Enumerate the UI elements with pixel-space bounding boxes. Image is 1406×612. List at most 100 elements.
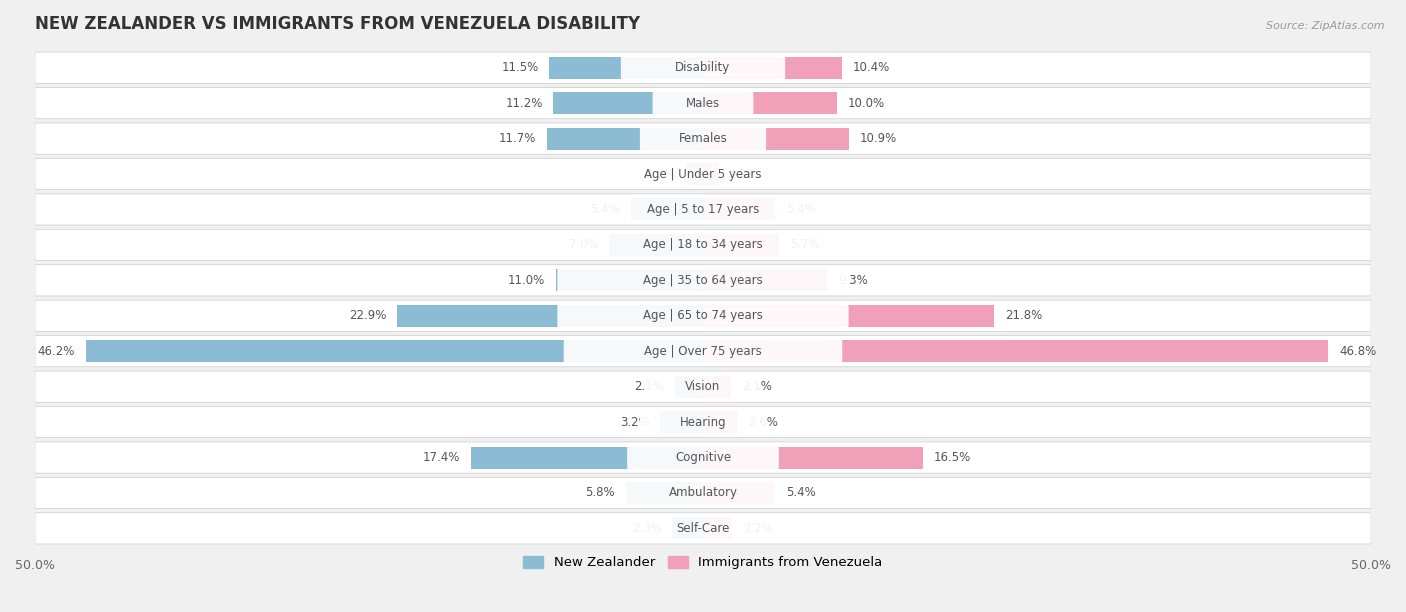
Text: 16.5%: 16.5%	[934, 451, 972, 464]
FancyBboxPatch shape	[621, 479, 785, 507]
Bar	[703, 482, 775, 504]
FancyBboxPatch shape	[640, 408, 766, 436]
FancyBboxPatch shape	[35, 300, 1371, 331]
Text: 10.4%: 10.4%	[852, 61, 890, 74]
Text: Age | 35 to 64 years: Age | 35 to 64 years	[643, 274, 763, 287]
Text: 5.4%: 5.4%	[786, 487, 815, 499]
Text: 10.9%: 10.9%	[859, 132, 897, 145]
Text: 1.2%: 1.2%	[647, 168, 676, 181]
FancyBboxPatch shape	[35, 513, 1371, 544]
Text: Age | Under 5 years: Age | Under 5 years	[644, 168, 762, 181]
Text: 7.0%: 7.0%	[569, 239, 599, 252]
FancyBboxPatch shape	[35, 371, 1371, 402]
Text: Age | 5 to 17 years: Age | 5 to 17 years	[647, 203, 759, 216]
Text: 1.2%: 1.2%	[730, 168, 759, 181]
Text: 5.8%: 5.8%	[585, 487, 614, 499]
Text: Females: Females	[679, 132, 727, 145]
Bar	[609, 234, 703, 256]
FancyBboxPatch shape	[35, 123, 1371, 154]
Bar	[631, 198, 703, 220]
Bar	[703, 57, 842, 79]
Text: 17.4%: 17.4%	[422, 451, 460, 464]
Text: Age | Over 75 years: Age | Over 75 years	[644, 345, 762, 357]
Text: 10.0%: 10.0%	[848, 97, 884, 110]
Text: 3.2%: 3.2%	[620, 416, 650, 428]
Bar	[626, 482, 703, 504]
Text: 11.7%: 11.7%	[499, 132, 536, 145]
FancyBboxPatch shape	[652, 89, 754, 117]
FancyBboxPatch shape	[557, 267, 849, 294]
FancyBboxPatch shape	[621, 54, 785, 81]
FancyBboxPatch shape	[35, 52, 1371, 83]
FancyBboxPatch shape	[35, 194, 1371, 225]
Bar	[547, 127, 703, 149]
FancyBboxPatch shape	[35, 159, 1371, 190]
Text: 2.1%: 2.1%	[742, 380, 772, 393]
Text: Disability: Disability	[675, 61, 731, 74]
FancyBboxPatch shape	[647, 373, 759, 400]
Text: 11.5%: 11.5%	[502, 61, 538, 74]
Text: 5.4%: 5.4%	[591, 203, 620, 216]
Text: Self-Care: Self-Care	[676, 522, 730, 535]
Text: Age | 65 to 74 years: Age | 65 to 74 years	[643, 309, 763, 323]
Text: Males: Males	[686, 97, 720, 110]
FancyBboxPatch shape	[557, 231, 849, 258]
Bar	[703, 127, 849, 149]
FancyBboxPatch shape	[640, 125, 766, 152]
Bar	[661, 411, 703, 433]
FancyBboxPatch shape	[35, 477, 1371, 509]
FancyBboxPatch shape	[35, 406, 1371, 438]
FancyBboxPatch shape	[35, 335, 1371, 367]
Bar	[396, 305, 703, 327]
Text: Age | 18 to 34 years: Age | 18 to 34 years	[643, 239, 763, 252]
Text: NEW ZEALANDER VS IMMIGRANTS FROM VENEZUELA DISABILITY: NEW ZEALANDER VS IMMIGRANTS FROM VENEZUE…	[35, 15, 640, 33]
Legend: New Zealander, Immigrants from Venezuela: New Zealander, Immigrants from Venezuela	[517, 551, 889, 575]
FancyBboxPatch shape	[557, 302, 849, 329]
Text: 9.3%: 9.3%	[838, 274, 868, 287]
Text: 11.2%: 11.2%	[505, 97, 543, 110]
Bar	[86, 340, 703, 362]
FancyBboxPatch shape	[35, 265, 1371, 296]
Bar	[554, 92, 703, 114]
Text: Vision: Vision	[685, 380, 721, 393]
Bar	[688, 163, 703, 185]
FancyBboxPatch shape	[627, 444, 779, 471]
Text: Source: ZipAtlas.com: Source: ZipAtlas.com	[1267, 21, 1385, 31]
Bar	[672, 517, 703, 539]
Bar	[703, 234, 779, 256]
Text: 5.4%: 5.4%	[786, 203, 815, 216]
FancyBboxPatch shape	[564, 338, 842, 365]
Bar	[703, 340, 1329, 362]
FancyBboxPatch shape	[35, 88, 1371, 119]
Text: Cognitive: Cognitive	[675, 451, 731, 464]
Text: 2.1%: 2.1%	[634, 380, 664, 393]
Bar	[703, 305, 994, 327]
Bar	[703, 198, 775, 220]
Bar	[703, 92, 837, 114]
Bar	[471, 447, 703, 469]
Text: 5.7%: 5.7%	[790, 239, 820, 252]
Text: Hearing: Hearing	[679, 416, 727, 428]
Text: 22.9%: 22.9%	[349, 309, 387, 323]
Bar	[675, 376, 703, 398]
Bar	[703, 269, 827, 291]
Text: 46.2%: 46.2%	[38, 345, 75, 357]
Text: 21.8%: 21.8%	[1005, 309, 1042, 323]
Text: 2.2%: 2.2%	[744, 522, 773, 535]
Text: 11.0%: 11.0%	[508, 274, 546, 287]
Text: Ambulatory: Ambulatory	[668, 487, 738, 499]
Text: 2.3%: 2.3%	[631, 522, 662, 535]
FancyBboxPatch shape	[564, 160, 842, 188]
FancyBboxPatch shape	[35, 442, 1371, 473]
FancyBboxPatch shape	[627, 515, 779, 542]
Text: 2.6%: 2.6%	[748, 416, 779, 428]
Text: 46.8%: 46.8%	[1339, 345, 1376, 357]
Bar	[703, 447, 924, 469]
Bar	[550, 57, 703, 79]
Bar	[703, 517, 733, 539]
Bar	[703, 411, 738, 433]
Bar	[703, 376, 731, 398]
Bar	[703, 163, 718, 185]
Bar	[555, 269, 703, 291]
FancyBboxPatch shape	[564, 196, 842, 223]
